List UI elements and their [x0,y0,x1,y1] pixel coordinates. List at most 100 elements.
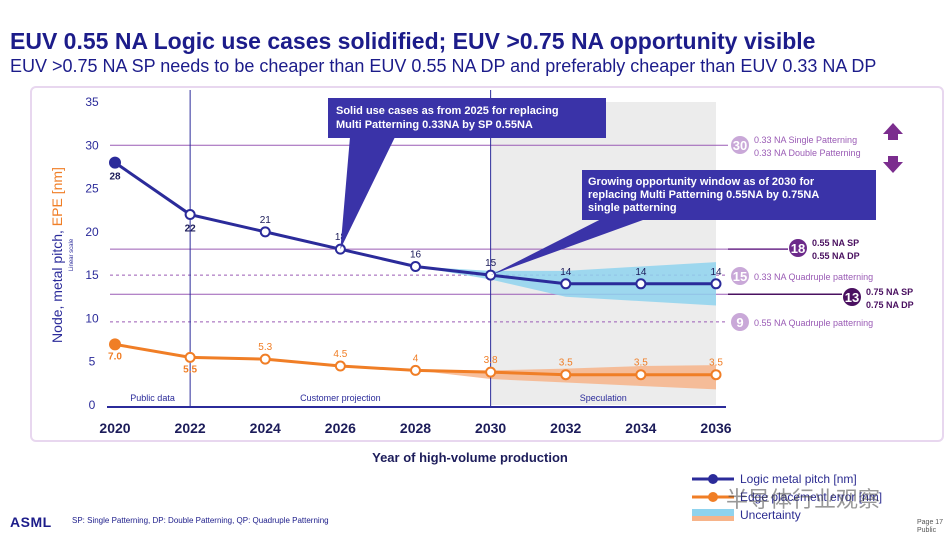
x-tick-label-2024: 2024 [250,420,281,436]
x-tick-label-2034: 2034 [625,420,656,436]
data-label-0-2028: 16 [410,249,422,260]
callout-2-text-2: single patterning [588,202,677,214]
data-label-0-2030: 15 [485,258,497,269]
data-label-0-2020: 28 [109,172,121,183]
footer-note: SP: Single Patterning, DP: Double Patter… [72,516,329,525]
page-subtitle: EUV >0.75 NA SP needs to be cheaper than… [10,56,877,76]
reference-badge-text-15: 15 [733,269,747,284]
y-tick-label-30: 30 [85,138,99,152]
reference-label-13-2: 0.75 NA DP [866,300,914,310]
reference-badge-9 [731,313,749,331]
arrow-down-icon [883,156,903,173]
data-point-1-2032 [560,369,572,381]
data-point-1-2022 [184,351,196,363]
legend-label-pitch: Logic metal pitch [nm] [740,472,857,486]
data-label-1-2030: 3.8 [484,355,498,366]
callout-1-text-0: Solid use cases as from 2025 for replaci… [336,105,559,117]
y-tick-label-20: 20 [85,225,99,239]
legend-line-epe [692,492,734,502]
page-title: EUV 0.55 NA Logic use cases solidified; … [10,28,816,54]
callout-1-box [328,98,606,138]
data-label-0-2024: 21 [260,215,272,226]
x-tick-label-2030: 2030 [475,420,506,436]
data-point-0-2028 [410,260,421,272]
y-axis-title: Node, metal pitch, EPE [nm] [49,167,65,343]
page-number-text: Page 17 [917,519,944,526]
y-tick-label-10: 10 [85,311,99,325]
reference-badge-30 [731,136,749,154]
phase-label-2: Speculation [580,393,627,403]
data-point-0-2034 [635,278,647,290]
reference-label-18-2: 0.55 NA DP [812,251,860,261]
y-axis-note: Linear scale [69,238,75,271]
data-label-1-2022: 5.5 [183,364,197,375]
reference-badge-text-9: 9 [736,315,743,330]
data-label-0-2036: 14 [710,267,722,278]
data-point-0-2022 [184,209,196,221]
reference-label-13-1: 0.75 NA SP [866,287,913,297]
data-label-1-2020: 7.0 [108,351,122,362]
data-label-1-2032: 3.5 [559,358,573,369]
data-label-1-2026: 4.5 [333,349,347,360]
legend-label-epe: Edge placement error [nm] [740,490,883,504]
y-tick-label-35: 35 [85,95,99,109]
page-number: Page 17 Public [917,519,943,535]
data-point-0-2024 [259,226,271,238]
callout-2-pointer [490,212,665,276]
data-point-1-2026 [334,360,346,372]
data-label-1-2024: 5.3 [258,342,272,353]
data-point-1-2020 [109,338,121,351]
reference-label-30-1: 0.33 NA Single Patterning [754,135,857,145]
reference-badge-text-18: 18 [791,241,805,256]
y-tick-label-15: 15 [85,268,99,282]
data-point-1-2036 [710,369,722,381]
reference-label-9-1: 0.55 NA Quadruple patterning [754,318,873,328]
data-label-1-2034: 3.5 [634,358,648,369]
x-axis-title: Year of high-volume production [372,450,568,465]
x-tick-label-2026: 2026 [325,420,356,436]
asml-logo: ASML [10,514,52,530]
callout-2-text-0: Growing opportunity window as of 2030 fo… [588,176,815,188]
data-point-1-2028 [410,364,421,376]
data-point-0-2036 [710,278,722,290]
callout-1-pointer [340,137,395,250]
legend-line-pitch [692,474,734,484]
reference-badge-13 [843,288,861,306]
data-point-1-2024 [259,353,271,365]
phase-label-0: Public data [130,393,175,403]
reference-badge-18 [789,239,807,257]
y-axis-title-epe: EPE [nm] [49,167,65,226]
data-label-0-2032: 14 [560,267,572,278]
y-tick-label-25: 25 [85,182,99,196]
x-tick-label-2028: 2028 [400,420,431,436]
speculation-shading [490,102,716,405]
reference-badge-text-30: 30 [733,138,747,153]
callout-1-text-1: Multi Patterning 0.33NA by SP 0.55NA [336,119,533,131]
x-tick-label-2032: 2032 [550,420,581,436]
data-point-1-2030 [485,366,497,378]
phase-label-1: Customer projection [300,393,381,403]
data-label-1-2036: 3.5 [709,358,723,369]
data-label-0-2026: 18 [335,232,347,243]
x-tick-label-2022: 2022 [175,420,206,436]
reference-label-15-1: 0.33 NA Quadruple patterning [754,272,873,282]
data-label-1-2028: 4 [413,353,419,364]
y-tick-label-5: 5 [89,355,96,369]
data-point-0-2020 [109,156,121,169]
reference-badge-15 [731,267,749,285]
classification-text: Public [917,527,937,534]
legend-band-uncertainty [692,509,734,521]
reference-badge-text-13: 13 [845,290,859,305]
data-label-0-2022: 22 [185,224,197,235]
data-point-1-2034 [635,369,647,381]
callout-2-box [582,170,876,220]
callout-2-text-1: replacing Multi Patterning 0.55NA by 0.7… [588,189,819,201]
data-label-0-2034: 14 [635,267,647,278]
watermark-text: 半导体行业观察 [726,488,881,513]
reference-label-30-2: 0.33 NA Double Patterning [754,148,861,158]
y-tick-label-0: 0 [89,398,96,412]
chart-frame [30,86,944,442]
arrow-up-icon [883,123,903,140]
x-tick-label-2020: 2020 [99,420,130,436]
